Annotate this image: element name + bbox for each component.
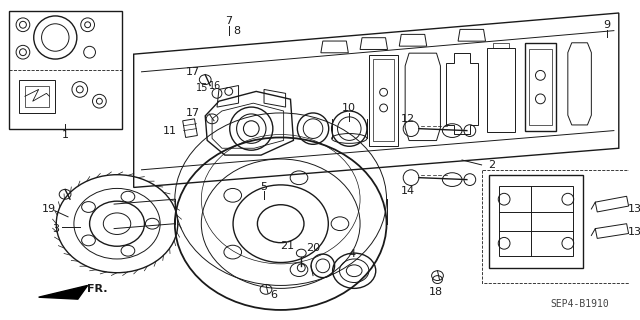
Text: 13: 13 — [627, 227, 640, 236]
Text: 15: 15 — [196, 84, 209, 93]
Text: 11: 11 — [163, 125, 177, 136]
Text: 8: 8 — [233, 26, 240, 36]
Text: 14: 14 — [401, 186, 415, 196]
Text: 13: 13 — [627, 204, 640, 214]
Text: 7: 7 — [225, 16, 232, 26]
Text: 12: 12 — [401, 114, 415, 124]
Text: 6: 6 — [270, 290, 277, 300]
Text: SEP4-B1910: SEP4-B1910 — [550, 299, 609, 309]
Text: 16: 16 — [209, 82, 221, 92]
Text: 3: 3 — [52, 224, 59, 234]
Text: 17: 17 — [186, 67, 200, 77]
Text: 10: 10 — [342, 103, 356, 113]
Bar — [9, 11, 122, 129]
Text: 2: 2 — [488, 160, 495, 170]
Text: 17: 17 — [186, 108, 200, 118]
Text: 19: 19 — [42, 204, 56, 214]
Text: 20: 20 — [306, 243, 320, 253]
Text: 5: 5 — [260, 182, 268, 192]
Text: 4: 4 — [349, 249, 356, 259]
Polygon shape — [38, 285, 88, 299]
Text: 1: 1 — [61, 131, 68, 140]
Text: 18: 18 — [428, 287, 443, 297]
Text: 9: 9 — [604, 20, 611, 30]
Text: 21: 21 — [280, 241, 294, 251]
Text: FR.: FR. — [87, 284, 108, 294]
